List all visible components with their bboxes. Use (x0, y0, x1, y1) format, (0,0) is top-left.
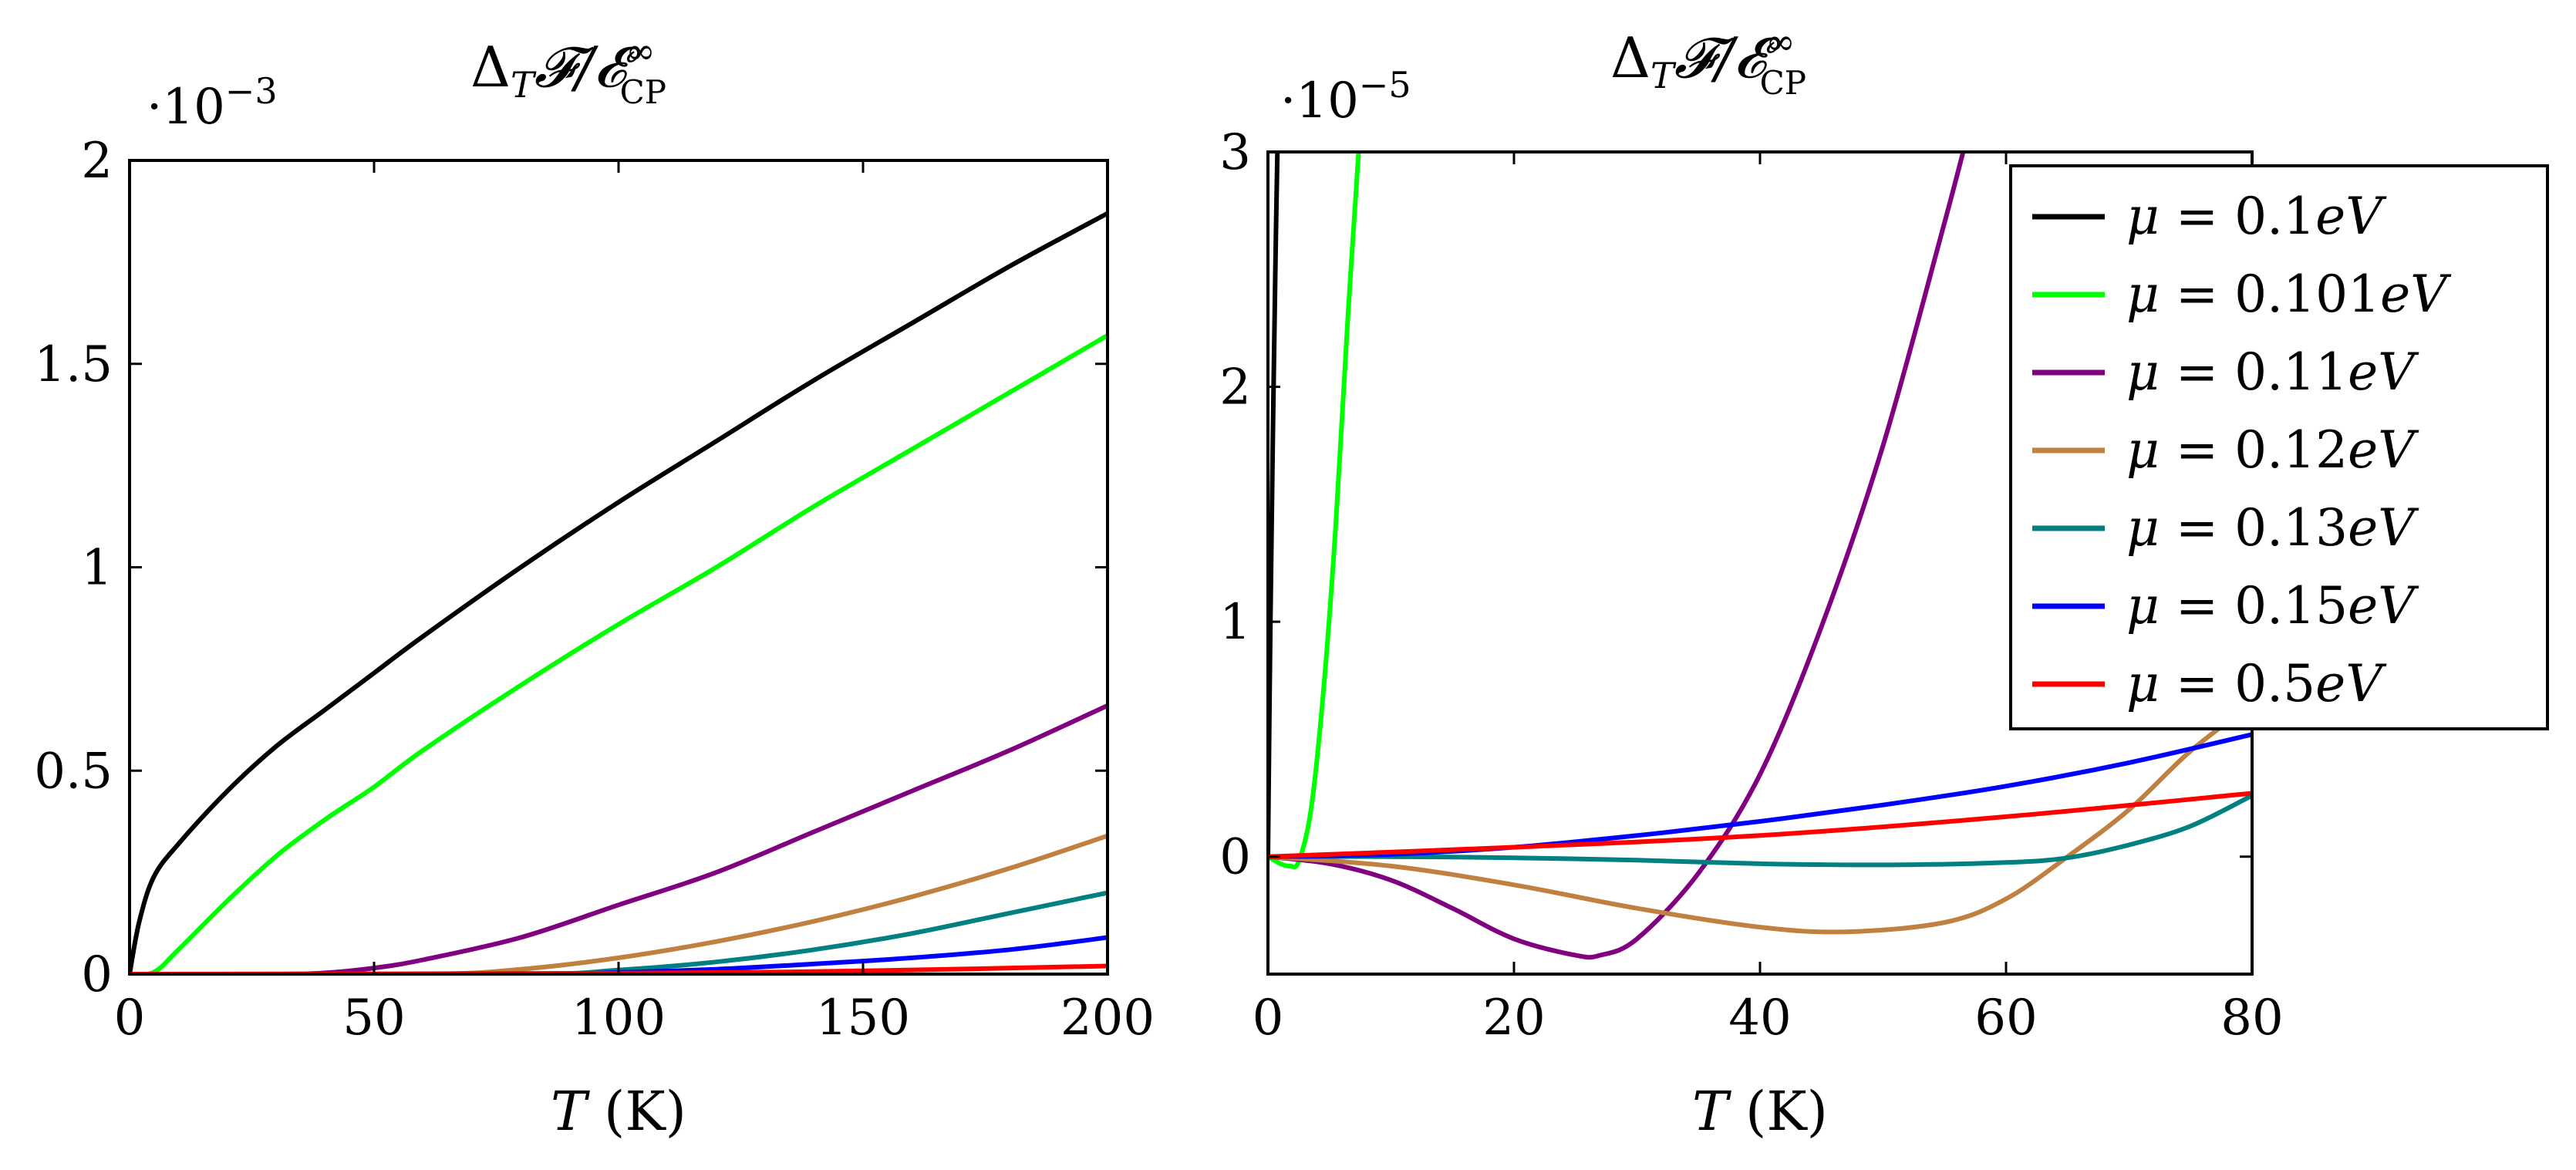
right-ticks: 0 20 40 60 80 0 1 2 3 (1219, 124, 2283, 1047)
left-plot-frame (128, 159, 1109, 976)
left-y-tick-label: 1.5 (34, 336, 113, 393)
left-y-tick-label: 2 (81, 133, 113, 190)
left-scale-exp: −3 (225, 70, 278, 112)
left-scale-base: ·10 (147, 79, 225, 136)
right-x-label-unit: (K) (1745, 1080, 1828, 1143)
right-y-tick-label: 1 (1219, 594, 1251, 651)
left-series-line-3 (130, 833, 1108, 974)
legend: μ = 0.1eV μ = 0.101eV μ = 0.11eV μ = 0.12eV… (2009, 164, 2549, 730)
right-series-group (1268, 152, 2252, 960)
right-x-tick-label: 0 (1253, 990, 1284, 1047)
right-title-rest: 𝓕/𝓔 (1674, 25, 1780, 90)
left-title-sub: T (511, 64, 537, 106)
left-x-label-var: T (551, 1080, 590, 1143)
left-series-line-5 (130, 935, 1108, 974)
left-y-tick-label: 0 (81, 946, 113, 1003)
legend-items: μ = 0.1eV μ = 0.101eV μ = 0.11eV μ = 0.12eV… (2032, 187, 2452, 713)
left-title-sub2: CP (620, 73, 666, 111)
left-series-line-0 (130, 211, 1108, 974)
right-x-tick-label: 60 (1974, 990, 2037, 1047)
legend-label: μ = 0.15eV (2126, 576, 2419, 636)
left-title-delta: Δ (470, 35, 511, 99)
right-chart-title: ΔT𝓕/𝓔∞ CP (1610, 21, 1806, 102)
legend-box (2009, 164, 2549, 730)
right-title-sub: T (1650, 55, 1677, 96)
right-series-line-1 (1268, 152, 1361, 870)
right-scale-base: ·10 (1280, 72, 1359, 130)
legend-label: μ = 0.13eV (2126, 498, 2419, 558)
left-x-tick-label: 150 (816, 990, 910, 1047)
left-chart-title: ΔT𝓕/𝓔∞ CP (470, 30, 666, 111)
legend-label: μ = 0.12eV (2126, 420, 2419, 480)
right-title-sub2: CP (1760, 64, 1806, 102)
right-x-tick-label: 80 (2220, 990, 2283, 1047)
left-series-line-1 (130, 332, 1108, 974)
left-x-tick-label: 200 (1060, 990, 1155, 1047)
right-y-tick-label: 2 (1219, 359, 1251, 416)
left-title-rest: 𝓕/𝓔 (534, 35, 640, 99)
left-title-sup: ∞ (625, 30, 655, 72)
right-y-tick-label: 0 (1219, 829, 1251, 886)
right-scale-note: ·10−5 (1280, 64, 1411, 130)
left-series-group (130, 211, 1108, 974)
right-x-tick-label: 40 (1728, 990, 1791, 1047)
right-y-tick-label: 3 (1219, 124, 1251, 181)
left-ticks: 0 50 100 150 200 0 0.5 1 1.5 2 (34, 133, 1155, 1047)
legend-label: μ = 0.1eV (2126, 187, 2387, 246)
left-y-tick-label: 1 (81, 540, 113, 597)
left-series-line-4 (130, 890, 1108, 974)
right-series-line-6 (1268, 791, 2252, 859)
right-series-line-3 (1268, 701, 2252, 935)
left-y-tick-label: 0.5 (34, 743, 113, 800)
right-x-label-var: T (1692, 1080, 1731, 1143)
legend-label: μ = 0.101eV (2126, 265, 2452, 324)
left-scale-note: ·10−3 (147, 70, 278, 136)
left-x-tick-label: 50 (342, 990, 405, 1047)
right-series-line-4 (1268, 793, 2252, 868)
legend-label: μ = 0.11eV (2126, 342, 2419, 402)
left-x-label-unit: (K) (604, 1080, 686, 1143)
left-x-tick-label: 0 (114, 990, 146, 1047)
right-x-tick-label: 20 (1482, 990, 1545, 1047)
right-title-delta: Δ (1610, 25, 1650, 90)
right-series-line-5 (1268, 732, 2252, 859)
right-title-sup: ∞ (1765, 21, 1795, 62)
left-x-tick-label: 100 (572, 990, 666, 1047)
right-series-line-2 (1268, 152, 1966, 960)
right-x-axis-label: T (K) (1692, 1080, 1828, 1143)
left-x-axis-label: T (K) (551, 1080, 686, 1143)
right-scale-exp: −5 (1359, 64, 1411, 106)
legend-label: μ = 0.5eV (2126, 654, 2387, 713)
